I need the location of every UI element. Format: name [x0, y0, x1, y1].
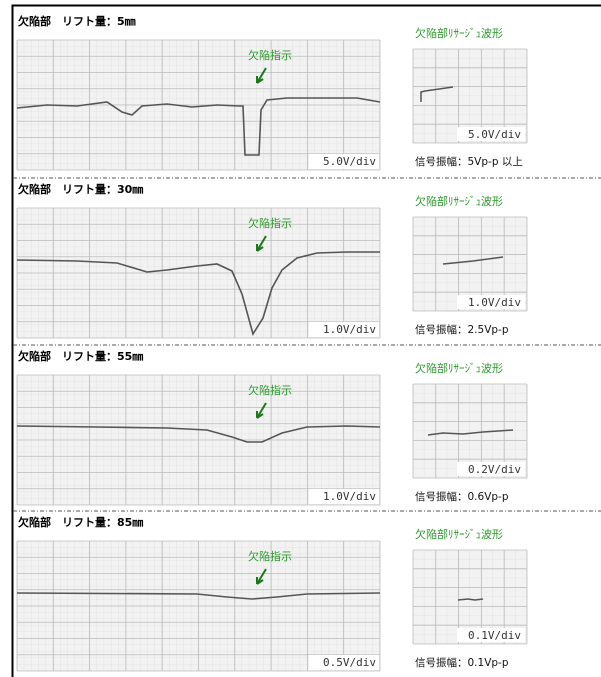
- lissajous-screen: 0.1V/div: [413, 550, 527, 644]
- lissajous-screen: 1.0V/div: [413, 217, 527, 311]
- lissajous-scale: 5.0V/div: [468, 128, 521, 141]
- lissajous-title: 欠陥部ﾘｻｰｼﾞｭ波形: [415, 194, 503, 208]
- lissajous-title: 欠陥部ﾘｻｰｼﾞｭ波形: [415, 361, 503, 375]
- panel-title: 欠陥部 リフト量：85㎜: [18, 515, 143, 529]
- waveform-screen: 欠陥指示 0.5V/div: [17, 541, 380, 671]
- scale-label: 1.0V/div: [323, 490, 376, 503]
- lissajous-screen: 0.2V/div: [413, 384, 527, 478]
- annotation: 欠陥指示: [248, 383, 292, 397]
- lissajous-title: 欠陥部ﾘｻｰｼﾞｭ波形: [415, 527, 503, 541]
- scale-label: 1.0V/div: [323, 323, 376, 336]
- lissajous-scale: 1.0V/div: [468, 296, 521, 309]
- lissajous-title: 欠陥部ﾘｻｰｼﾞｭ波形: [415, 26, 503, 40]
- waveform-screen: 欠陥指示 1.0V/div: [17, 208, 380, 338]
- amplitude: 信号振幅：2.5Vp-p: [415, 323, 509, 336]
- panel-title: 欠陥部 リフト量：55㎜: [18, 349, 143, 363]
- lissajous-screen: 5.0V/div: [413, 49, 527, 143]
- lissajous-scale: 0.1V/div: [468, 629, 521, 642]
- amplitude: 信号振幅：0.1Vp-p: [415, 656, 509, 669]
- waveform-screen: 欠陥指示 1.0V/div: [17, 375, 380, 505]
- lissajous-trace: [458, 599, 483, 600]
- panel-title: 欠陥部 リフト量：30㎜: [18, 182, 143, 196]
- annotation: 欠陥指示: [248, 48, 292, 62]
- lissajous-scale: 0.2V/div: [468, 463, 521, 476]
- scale-label: 5.0V/div: [323, 155, 376, 168]
- annotation: 欠陥指示: [248, 216, 292, 230]
- amplitude: 信号振幅：0.6Vp-p: [415, 490, 509, 503]
- scale-label: 0.5V/div: [323, 656, 376, 669]
- waveform-screen: 欠陥指示 5.0V/div: [17, 40, 380, 170]
- annotation: 欠陥指示: [248, 549, 292, 563]
- figure: 欠陥部 リフト量：5㎜欠陥指示 5.0V/div 欠陥部ﾘｻｰｼﾞｭ波形 5.0V/d…: [0, 0, 601, 677]
- amplitude: 信号振幅：5Vp-p 以上: [415, 155, 523, 168]
- panel-title: 欠陥部 リフト量：5㎜: [18, 14, 136, 28]
